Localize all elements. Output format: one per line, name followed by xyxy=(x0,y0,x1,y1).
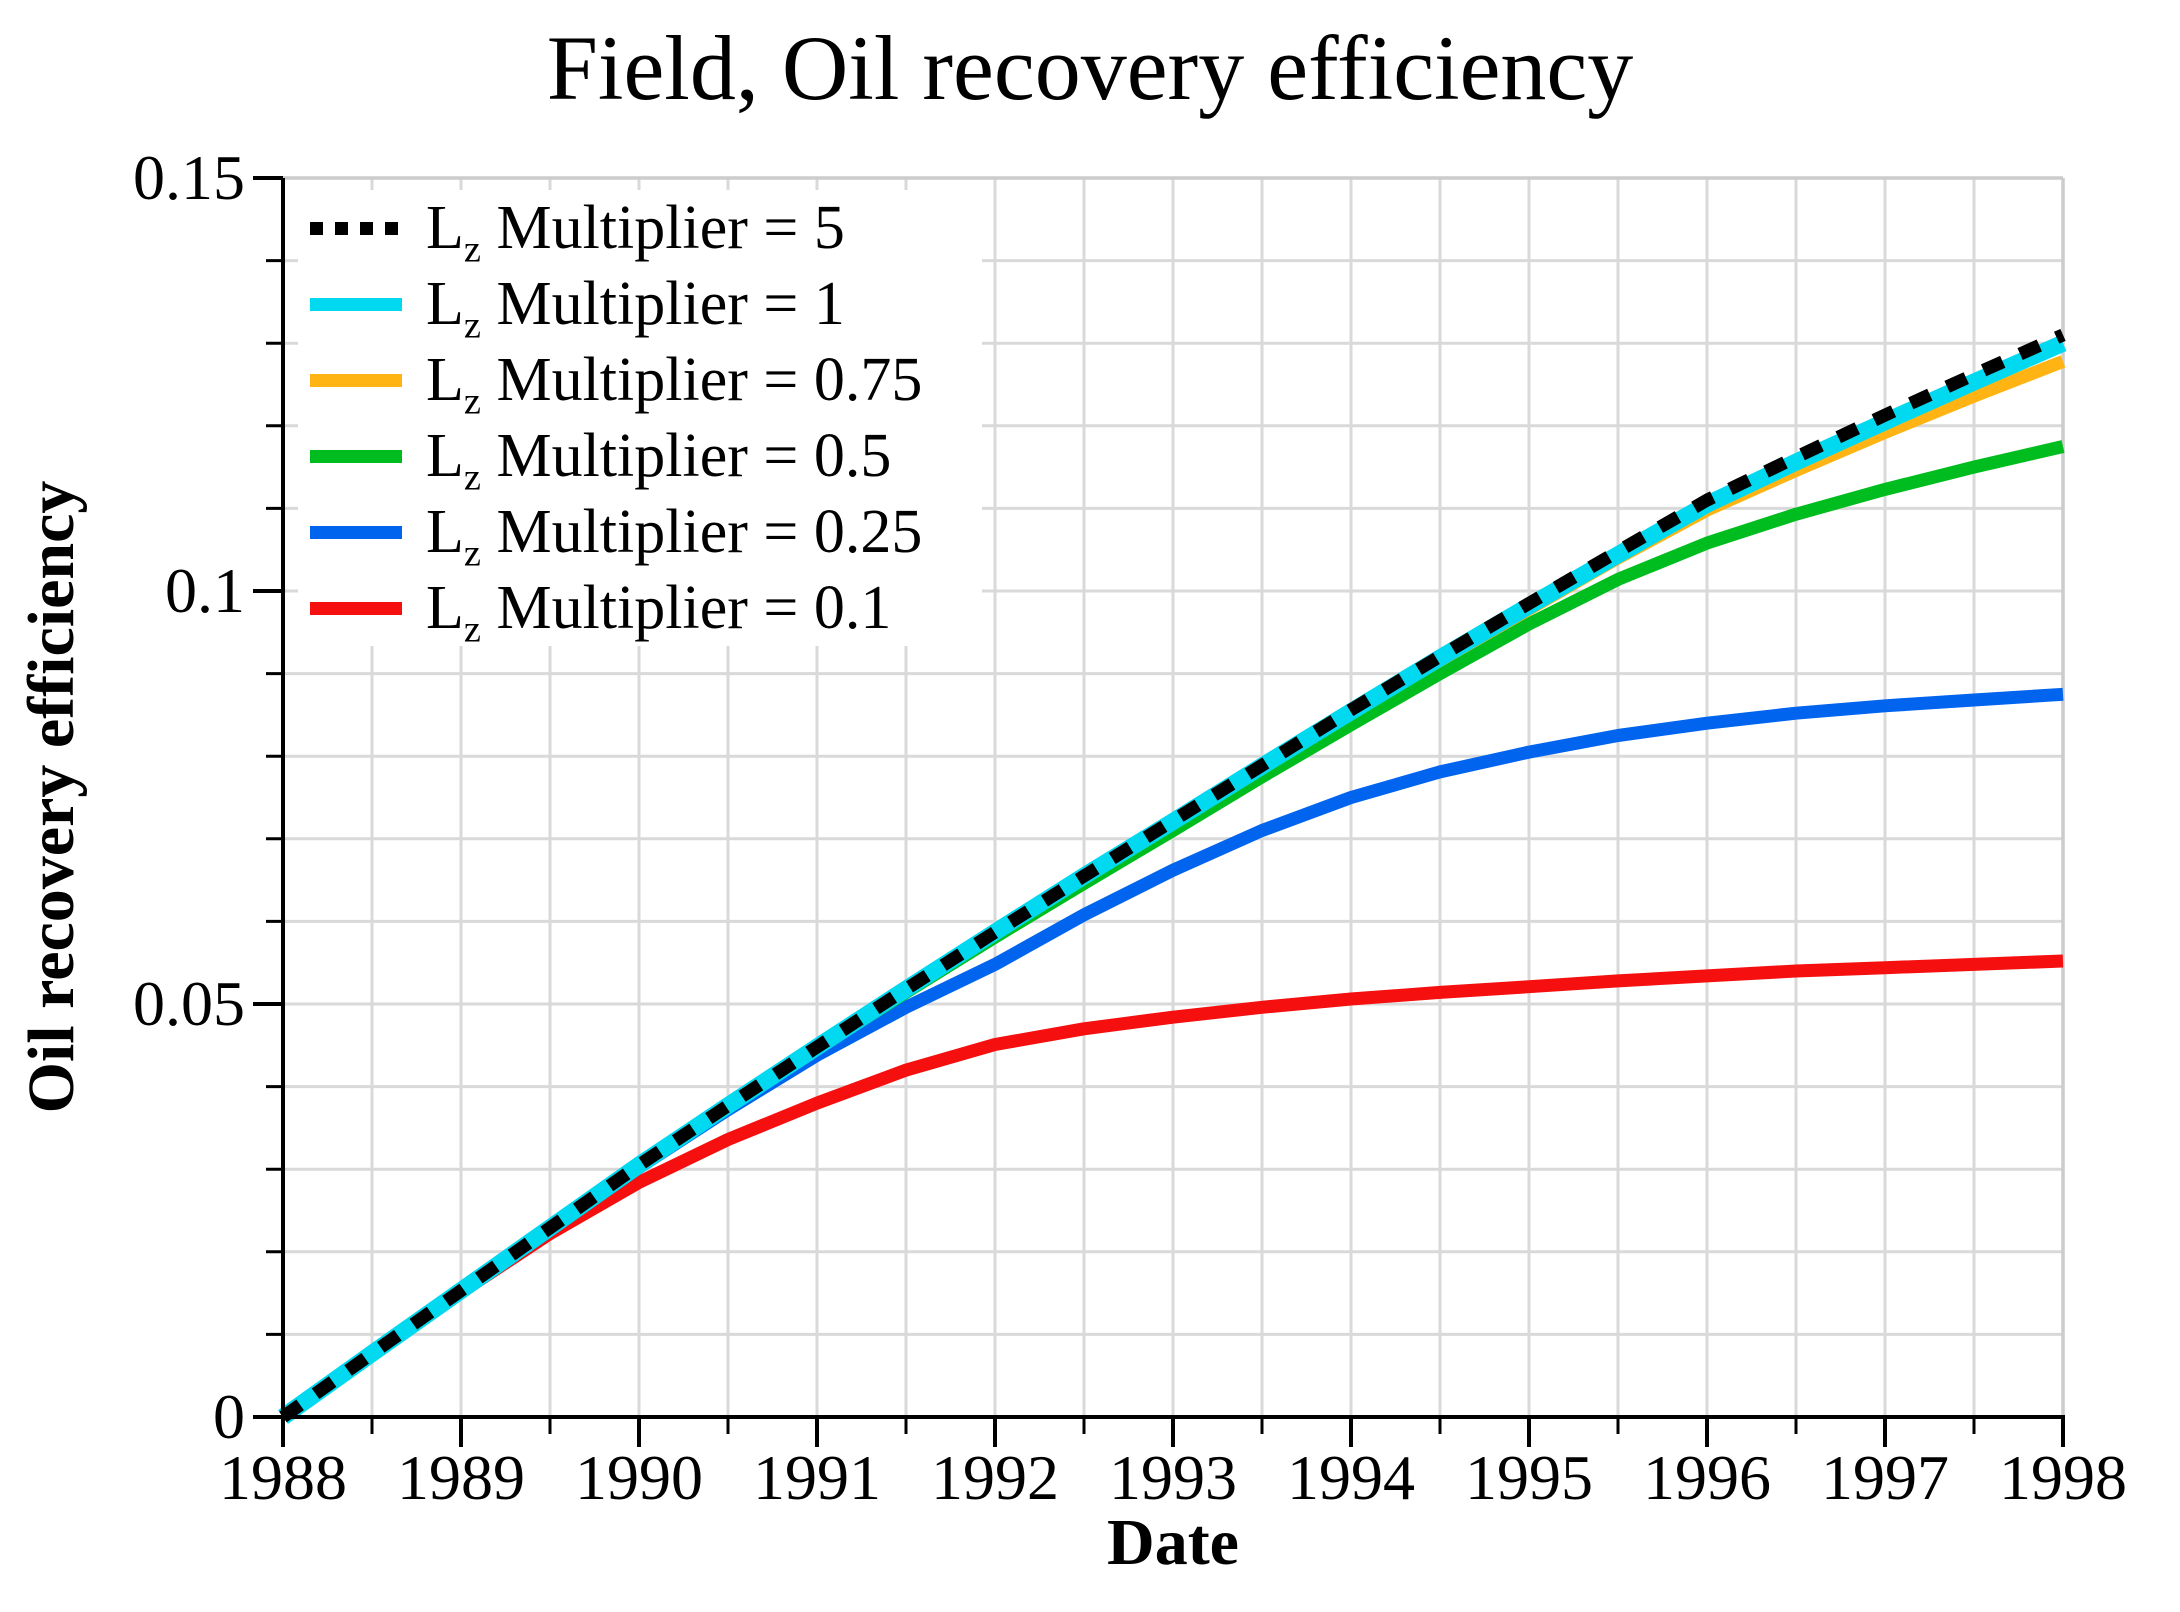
legend-line-swatch xyxy=(310,297,402,311)
x-tick-label: 1993 xyxy=(1109,1442,1237,1513)
legend-label-sub: z xyxy=(463,380,481,423)
legend-label: Lz Multiplier = 0.1 xyxy=(426,574,892,649)
legend-label: Lz Multiplier = 0.75 xyxy=(426,346,923,421)
x-tick-label: 1997 xyxy=(1821,1442,1949,1513)
legend-label-pre: L xyxy=(426,574,464,642)
legend-label-rest: Multiplier = 0.25 xyxy=(480,498,923,566)
legend-line-swatch xyxy=(310,525,402,539)
legend-label: Lz Multiplier = 1 xyxy=(426,270,845,345)
y-tick-label: 0.05 xyxy=(133,968,245,1039)
legend-label-sub: z xyxy=(463,608,481,651)
x-tick-label: 1998 xyxy=(1999,1442,2127,1513)
x-tick-label: 1996 xyxy=(1643,1442,1771,1513)
legend-item: Lz Multiplier = 0.5 xyxy=(298,418,982,497)
x-tick-label: 1992 xyxy=(931,1442,1059,1513)
legend-label: Lz Multiplier = 5 xyxy=(426,194,845,269)
series-line-5 xyxy=(279,328,2066,1423)
chart-title: Field, Oil recovery efficiency xyxy=(546,17,1634,119)
legend-label-pre: L xyxy=(426,194,464,262)
legend-label-sub: z xyxy=(463,304,481,347)
legend-label-rest: Multiplier = 0.1 xyxy=(480,574,892,642)
legend-line-swatch xyxy=(310,449,402,463)
legend-label-pre: L xyxy=(426,346,464,414)
y-tick-label: 0 xyxy=(213,1381,245,1452)
legend-line-swatch xyxy=(310,221,402,235)
legend-item: Lz Multiplier = 0.75 xyxy=(298,342,982,421)
legend-label-rest: Multiplier = 0.5 xyxy=(480,422,892,490)
x-tick-label: 1995 xyxy=(1465,1442,1593,1513)
y-tick-label: 0.15 xyxy=(133,142,245,213)
legend-label-rest: Multiplier = 5 xyxy=(480,194,845,262)
legend-label-pre: L xyxy=(426,498,464,566)
legend-label-pre: L xyxy=(426,422,464,490)
legend-label-sub: z xyxy=(463,532,481,575)
y-tick-label: 0.1 xyxy=(165,555,245,626)
x-tick-label: 1994 xyxy=(1287,1442,1415,1513)
legend: Lz Multiplier = 5 Lz Multiplier = 1 Lz Mul… xyxy=(298,190,982,649)
legend-label-pre: L xyxy=(426,270,464,338)
x-tick-label: 1991 xyxy=(753,1442,881,1513)
legend-line-swatch xyxy=(310,601,402,615)
legend-item: Lz Multiplier = 5 xyxy=(298,190,982,269)
legend-line-swatch xyxy=(310,373,402,387)
legend-label-sub: z xyxy=(463,456,481,499)
legend-label-sub: z xyxy=(463,228,481,271)
legend-item: Lz Multiplier = 1 xyxy=(298,266,982,345)
legend-item: Lz Multiplier = 0.1 xyxy=(298,570,982,649)
legend-label-rest: Multiplier = 0.75 xyxy=(480,346,923,414)
x-tick-label: 1989 xyxy=(397,1442,525,1513)
legend-item: Lz Multiplier = 0.25 xyxy=(298,494,982,573)
legend-label-rest: Multiplier = 1 xyxy=(480,270,845,338)
x-tick-label: 1990 xyxy=(575,1442,703,1513)
x-tick-label: 1988 xyxy=(219,1442,347,1513)
x-axis-title: Date xyxy=(1107,1506,1239,1579)
legend-label: Lz Multiplier = 0.25 xyxy=(426,498,923,573)
legend-label: Lz Multiplier = 0.5 xyxy=(426,422,892,497)
